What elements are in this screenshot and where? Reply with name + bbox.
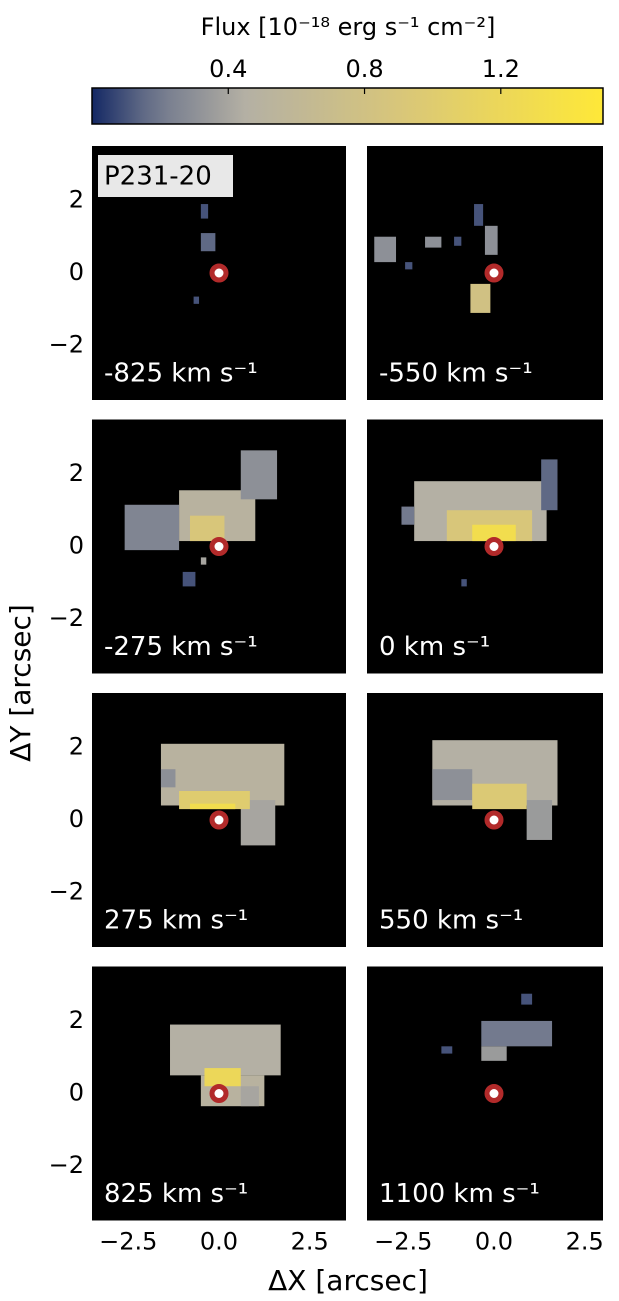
x-tick-label: 2.5 [291,1228,329,1256]
velocity-label: -275 km s⁻¹ [104,632,258,662]
colorbar-tick-label: 0.4 [209,55,247,83]
emission [160,769,176,788]
panel-content [432,740,558,840]
panel-content [441,993,553,1103]
emission [200,557,207,565]
source-name: P231-20 [104,162,212,192]
emission [425,236,442,248]
velocity-label: 275 km s⁻¹ [104,906,248,936]
emission [240,1086,259,1107]
x-axis-label: ΔX [arcsec] [268,1264,428,1297]
emission [200,204,209,219]
qso-marker [209,810,229,830]
emission [189,803,236,810]
emission [454,236,462,246]
y-tick-label: 2 [69,1006,84,1034]
emission [470,283,491,313]
emission [472,783,527,810]
y-tick-label: 0 [69,805,84,833]
emission [472,524,516,542]
colorbar [91,87,604,125]
emission [405,262,413,270]
y-tick-label: −2 [49,331,84,359]
emission [189,515,225,542]
emission [193,296,200,304]
y-tick-label: 2 [69,459,84,487]
emission [204,1068,241,1087]
velocity-label: 1100 km s⁻¹ [379,1179,540,1209]
emission [124,504,180,551]
velocity-label: 550 km s⁻¹ [379,906,523,936]
panel-content [374,204,504,313]
velocity-label: -825 km s⁻¹ [104,359,258,389]
y-tick-label: −2 [49,1151,84,1179]
emission [182,571,196,587]
y-tick-label: −2 [49,878,84,906]
panel-content [170,1024,281,1107]
panel-content [401,459,558,587]
emission [484,225,498,255]
emission [526,800,553,840]
colorbar-tick-label: 1.2 [482,55,520,83]
name-box [98,155,233,197]
velocity-label: 825 km s⁻¹ [104,1179,248,1209]
y-tick-label: 0 [69,1079,84,1107]
emission [441,1046,453,1054]
emission [541,459,558,511]
qso-marker [209,1084,229,1103]
panel-content [160,743,285,846]
y-tick-label: 2 [69,185,84,213]
emission [474,204,484,226]
qso-marker [484,263,504,283]
qso-marker [209,537,229,556]
velocity-label: -550 km s⁻¹ [379,359,533,389]
emission [240,450,278,500]
qso-marker [209,263,229,283]
y-tick-label: 2 [69,732,84,760]
x-tick-label: 0.0 [475,1228,513,1256]
qso-marker [484,537,504,556]
x-tick-label: 2.5 [566,1228,604,1256]
emission [481,1020,553,1047]
x-tick-label: −2.5 [374,1228,432,1256]
colorbar-tick-label: 0.8 [345,55,383,83]
y-tick-label: −2 [49,604,84,632]
panel-content [124,450,278,587]
colorbar-title: Flux [10⁻¹⁸ erg s⁻¹ cm⁻²] [201,13,496,41]
emission [200,233,216,252]
qso-marker [484,810,504,830]
panel-content [193,204,229,304]
emission [374,236,397,263]
y-tick-label: 0 [69,532,84,560]
emission [461,579,467,587]
emission [481,1046,507,1061]
y-axis-label: ΔY [arcsec] [4,604,37,762]
x-tick-label: 0.0 [200,1228,238,1256]
y-tick-label: 0 [69,258,84,286]
emission [401,506,415,525]
x-tick-label: −2.5 [99,1228,157,1256]
emission [432,769,473,801]
emission [170,1024,281,1076]
velocity-label: 0 km s⁻¹ [379,632,490,662]
emission [521,993,533,1005]
qso-marker [484,1084,504,1103]
